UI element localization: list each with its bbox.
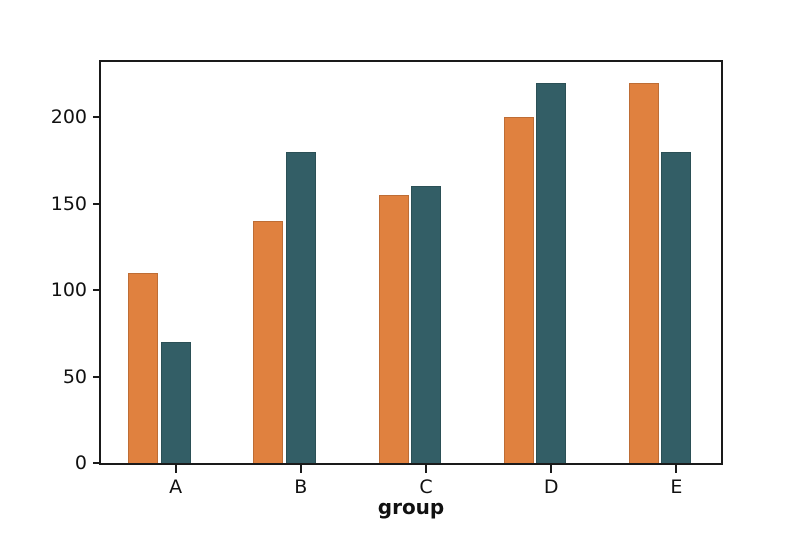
y-tick-mark [93, 116, 99, 119]
bar-series-2-A [160, 342, 191, 463]
y-tick-label: 150 [50, 192, 87, 215]
x-tick-label-E: E [670, 476, 683, 498]
y-tick-label: 50 [62, 365, 87, 388]
x-tick-label-A: A [169, 476, 183, 498]
x-tick-mark [675, 465, 678, 473]
y-tick-label: 100 [50, 279, 87, 302]
bar-series-1-C [378, 195, 409, 463]
y-tick-mark [93, 289, 99, 292]
y-tick-mark [93, 462, 99, 464]
y-tick-label: 200 [50, 106, 87, 129]
x-tick-mark [299, 465, 302, 473]
y-tick-label: 0 [74, 452, 87, 474]
bar-series-1-B [253, 221, 284, 463]
x-axis-label: group [377, 495, 445, 519]
bar-series-2-D [536, 82, 567, 463]
x-tick-mark [425, 465, 427, 473]
x-tick-mark [174, 465, 177, 473]
bar-series-2-E [661, 151, 692, 463]
x-tick-label-D: D [543, 476, 559, 498]
x-tick-label-C: C [419, 476, 433, 498]
x-tick-mark [550, 465, 553, 473]
plot-area: 0 50 100 150 200 A B C D E [51, 60, 723, 498]
bar-series-1-D [503, 117, 534, 463]
x-tick-label-B: B [294, 476, 308, 498]
bar-series-1-A [128, 272, 159, 463]
y-tick-mark [93, 375, 99, 378]
bar-series-2-C [411, 186, 441, 463]
bar-series-1-E [628, 82, 659, 463]
y-tick-mark [93, 202, 99, 205]
bar-series-2-B [285, 151, 316, 463]
